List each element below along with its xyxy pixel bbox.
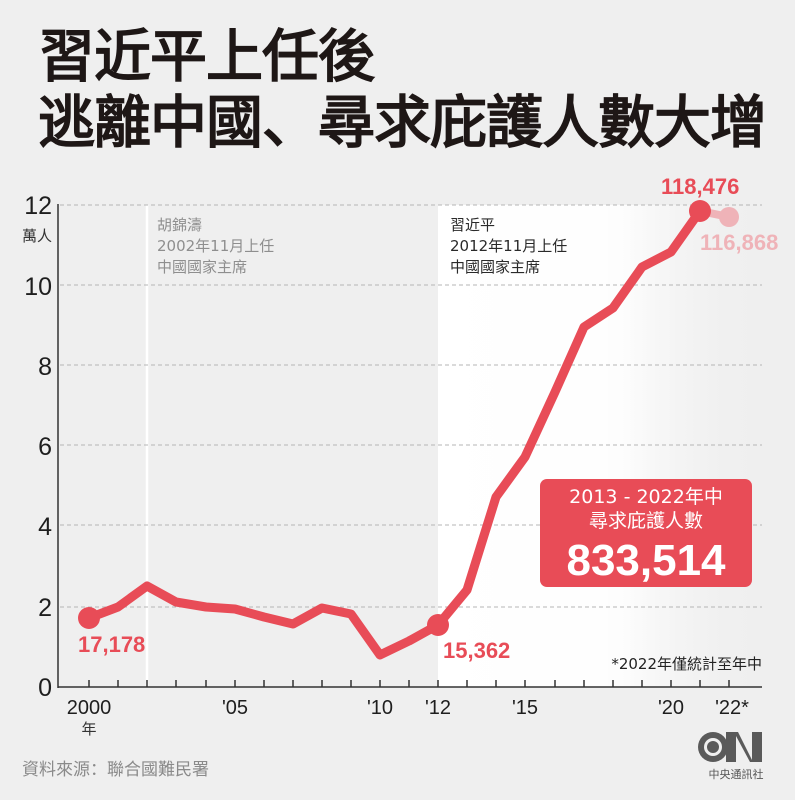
cna-logo-icon bbox=[698, 732, 762, 762]
label-2012-value: 15,362 bbox=[443, 638, 510, 663]
x-tick-2012: '12 bbox=[425, 697, 451, 719]
title-line-1: 習近平上任後 bbox=[38, 24, 375, 90]
summary-box: 2013 - 2022年中 尋求庇護人數 833,514 bbox=[540, 479, 752, 587]
x-tick-2022: '22* bbox=[715, 697, 749, 719]
hu-annotation: 胡錦濤 2002年11月上任 中國國家主席 bbox=[157, 216, 274, 276]
label-2022-value: 116,868 bbox=[700, 230, 778, 255]
x-tick-2005: '05 bbox=[222, 697, 248, 719]
y-tick-0: 0 bbox=[38, 674, 52, 702]
footnote: *2022年僅統計至年中 bbox=[611, 655, 762, 673]
point-2021 bbox=[689, 200, 711, 222]
xi-name: 習近平 bbox=[450, 216, 495, 234]
series-line bbox=[84, 206, 705, 660]
x-axis-labels: 2000 年 '05 '10 '12 '15 '20 '22* bbox=[67, 697, 749, 738]
summary-value: 833,514 bbox=[566, 536, 726, 585]
y-tick-10: 10 bbox=[24, 273, 52, 301]
summary-caption: 尋求庇護人數 bbox=[589, 510, 703, 532]
xi-annotation: 習近平 2012年11月上任 中國國家主席 bbox=[450, 216, 567, 276]
x-axis-unit: 年 bbox=[81, 720, 96, 738]
xi-date: 2012年11月上任 bbox=[450, 237, 567, 255]
hu-name: 胡錦濤 bbox=[157, 216, 202, 234]
cna-logo-text: 中央通訊社 bbox=[709, 767, 764, 781]
y-axis-unit: 萬人 bbox=[22, 227, 52, 245]
label-2021-value: 118,476 bbox=[661, 174, 739, 199]
y-tick-6: 6 bbox=[38, 433, 52, 461]
y-tick-12: 12 bbox=[24, 192, 52, 220]
xi-role: 中國國家主席 bbox=[450, 258, 540, 276]
y-tick-2: 2 bbox=[38, 594, 52, 622]
source-credit: 資料來源：聯合國難民署 bbox=[22, 760, 209, 780]
x-tick-2010: '10 bbox=[367, 697, 393, 719]
chart-title: 習近平上任後 逃離中國、尋求庇護人數大增 bbox=[38, 24, 767, 156]
point-2012 bbox=[427, 614, 449, 636]
cna-logo: 中央通訊社 bbox=[698, 732, 764, 781]
hu-date: 2002年11月上任 bbox=[157, 237, 274, 255]
y-tick-4: 4 bbox=[38, 513, 52, 541]
y-tick-8: 8 bbox=[38, 353, 52, 381]
title-line-2: 逃離中國、尋求庇護人數大增 bbox=[38, 90, 767, 156]
y-axis-labels: 0 2 4 6 8 10 12 萬人 bbox=[22, 192, 52, 702]
x-tick-2015: '15 bbox=[512, 697, 538, 719]
point-2022 bbox=[719, 207, 739, 227]
hu-role: 中國國家主席 bbox=[157, 258, 247, 276]
point-2000 bbox=[78, 607, 100, 629]
x-axis-ticks bbox=[88, 680, 730, 687]
x-tick-2020: '20 bbox=[658, 697, 684, 719]
xi-era-background bbox=[438, 205, 768, 687]
x-tick-2000: 2000 bbox=[67, 697, 112, 719]
label-2000-value: 17,178 bbox=[78, 632, 145, 657]
summary-period: 2013 - 2022年中 bbox=[569, 486, 723, 508]
